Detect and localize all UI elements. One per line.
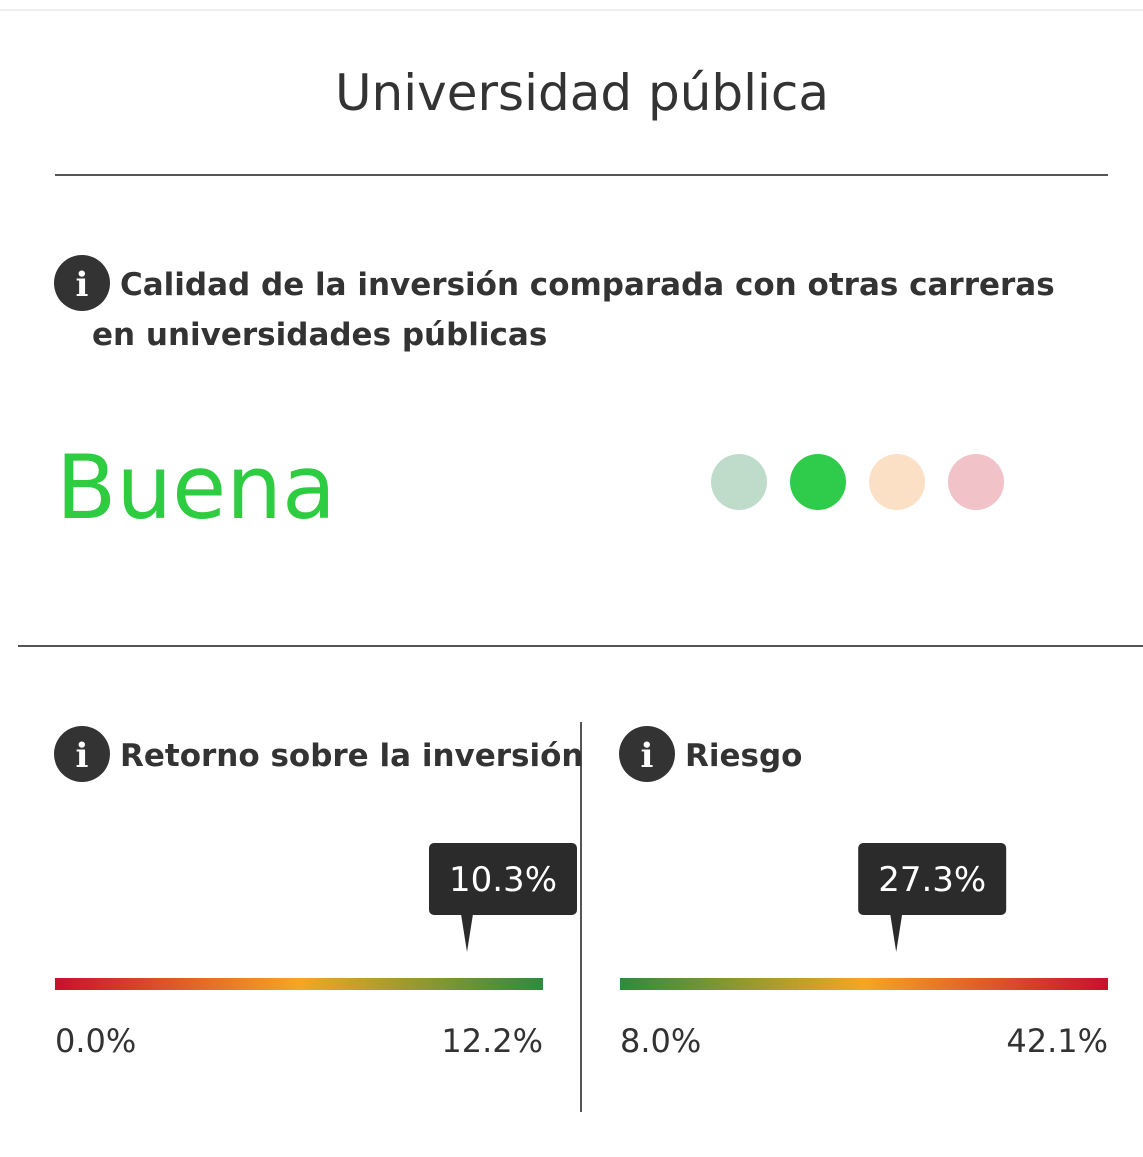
gauge-min: 0.0% bbox=[55, 1022, 136, 1060]
gauges: i Retorno sobre la inversión 10.3% 0.0% 12.2… bbox=[54, 726, 1108, 1060]
quality-heading: Calidad de la inversión comparada con ot… bbox=[92, 267, 1055, 353]
gauge-heading: Riesgo bbox=[685, 738, 802, 774]
gauge-max: 42.1% bbox=[1006, 1022, 1108, 1060]
gauge-bar bbox=[55, 978, 543, 990]
icon-glyph: i bbox=[76, 736, 89, 776]
info-icon[interactable]: i bbox=[54, 726, 110, 782]
tooltip-value: 27.3% bbox=[878, 860, 986, 900]
dot bbox=[948, 454, 1004, 510]
tooltip-value: 10.3% bbox=[449, 860, 557, 900]
info-icon[interactable]: i bbox=[54, 255, 110, 311]
svg-text:i: i bbox=[76, 265, 89, 305]
icon-circle bbox=[619, 726, 675, 782]
tooltip-box bbox=[858, 843, 1007, 915]
info-icon[interactable]: i bbox=[619, 726, 675, 782]
title: Universidad pública bbox=[335, 64, 829, 122]
gauge-min: 8.0% bbox=[620, 1022, 701, 1060]
tooltip-pointer bbox=[890, 914, 903, 952]
tooltip-pointer bbox=[461, 914, 473, 952]
gauge-bar bbox=[620, 978, 1108, 990]
gauge-heading: Retorno sobre la inversión bbox=[120, 738, 584, 774]
rating: Buena bbox=[56, 436, 336, 539]
icon-circle bbox=[54, 726, 110, 782]
tooltip-box bbox=[429, 843, 577, 915]
value-tooltip: 10.3% bbox=[429, 843, 577, 952]
dot bbox=[711, 454, 767, 510]
value-tooltip: 27.3% bbox=[858, 843, 1007, 952]
dot bbox=[869, 454, 925, 510]
rating-dots bbox=[711, 454, 1004, 510]
dot-active bbox=[790, 454, 846, 510]
icon-glyph: i bbox=[641, 736, 654, 776]
gauge-max: 12.2% bbox=[441, 1022, 543, 1060]
